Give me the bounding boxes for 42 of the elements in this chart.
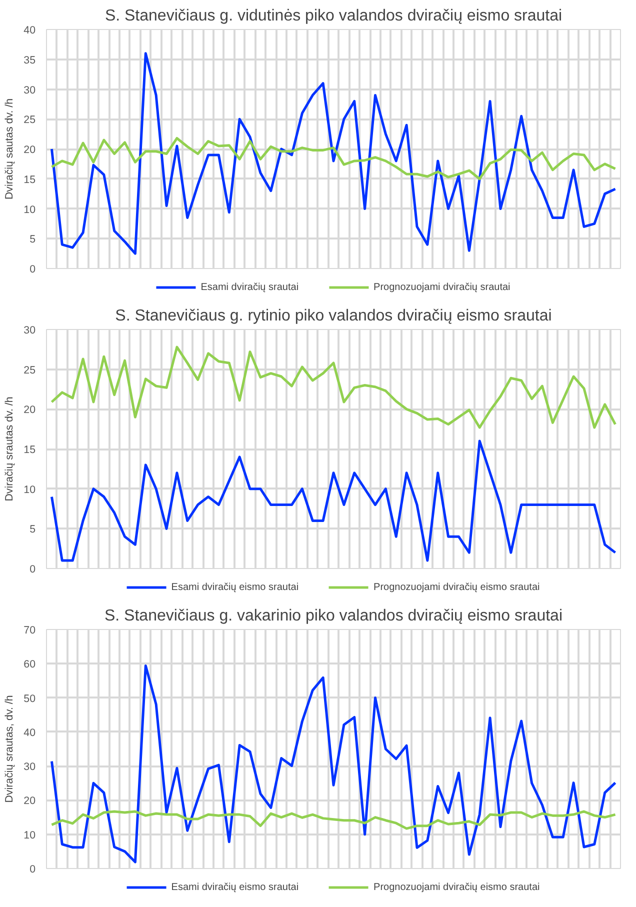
y-tick-label: 25	[24, 114, 36, 126]
y-tick-label: 40	[24, 726, 36, 739]
y-tick-label: 10	[24, 204, 36, 216]
legend-label: Prognozuojami dviračių eismo srautai	[374, 582, 540, 592]
y-axis-title: Dviračių srautas dv. /h	[4, 396, 16, 502]
y-tick-label: 15	[24, 174, 36, 186]
y-tick-label: 5	[30, 234, 36, 246]
y-tick-label: 0	[30, 564, 36, 576]
y-tick-label: 70	[24, 624, 36, 636]
y-tick-label: 20	[24, 144, 36, 156]
chart-title: S. Stanevičiaus g. vidutinės piko valandos dviračių eismo srautai	[104, 8, 562, 24]
line-series	[50, 810, 617, 830]
legend-label: Esami dviračių srautai	[200, 282, 299, 292]
line-series	[50, 52, 617, 255]
y-tick-label: 20	[24, 795, 36, 808]
line-series	[50, 440, 617, 562]
y-tick-label: 0	[30, 264, 36, 276]
y-tick-label: 35	[24, 54, 36, 66]
y-axis-title: Dviračių sautas dv. /h	[4, 98, 16, 200]
y-tick-label: 40	[24, 24, 36, 36]
legend-label: Esami dviračių eismo srautai	[171, 582, 299, 592]
y-tick-label: 0	[30, 864, 36, 876]
y-tick-label: 30	[24, 84, 36, 96]
y-tick-label: 15	[24, 444, 36, 456]
chart-title: S. Stanevičiaus g. vakarinio piko valandos dviračių eismo srautai	[104, 608, 563, 624]
y-tick-label: 30	[24, 761, 36, 774]
y-axis-title: Dviračių srautas, dv. /h	[4, 695, 16, 803]
y-tick-label: 10	[24, 484, 36, 496]
chart-title: S. Stanevičiaus g. rytinio piko valandos dviračių eismo srautai	[115, 308, 552, 324]
line-series	[50, 136, 617, 180]
legend-label: Prognozuojami dviračių eismo srautai	[374, 882, 540, 892]
y-tick-label: 5	[30, 524, 36, 536]
y-tick-label: 10	[24, 829, 36, 842]
y-tick-label: 30	[24, 324, 36, 336]
legend-label: Esami dviračių eismo srautai	[171, 882, 299, 892]
y-tick-label: 20	[24, 404, 36, 416]
line-series	[50, 664, 617, 864]
legend-label: Prognozuojami dviračių srautai	[374, 282, 510, 292]
line-series	[50, 346, 617, 429]
y-tick-label: 50	[24, 692, 36, 705]
y-tick-label: 60	[24, 658, 36, 671]
y-tick-label: 25	[24, 364, 36, 376]
